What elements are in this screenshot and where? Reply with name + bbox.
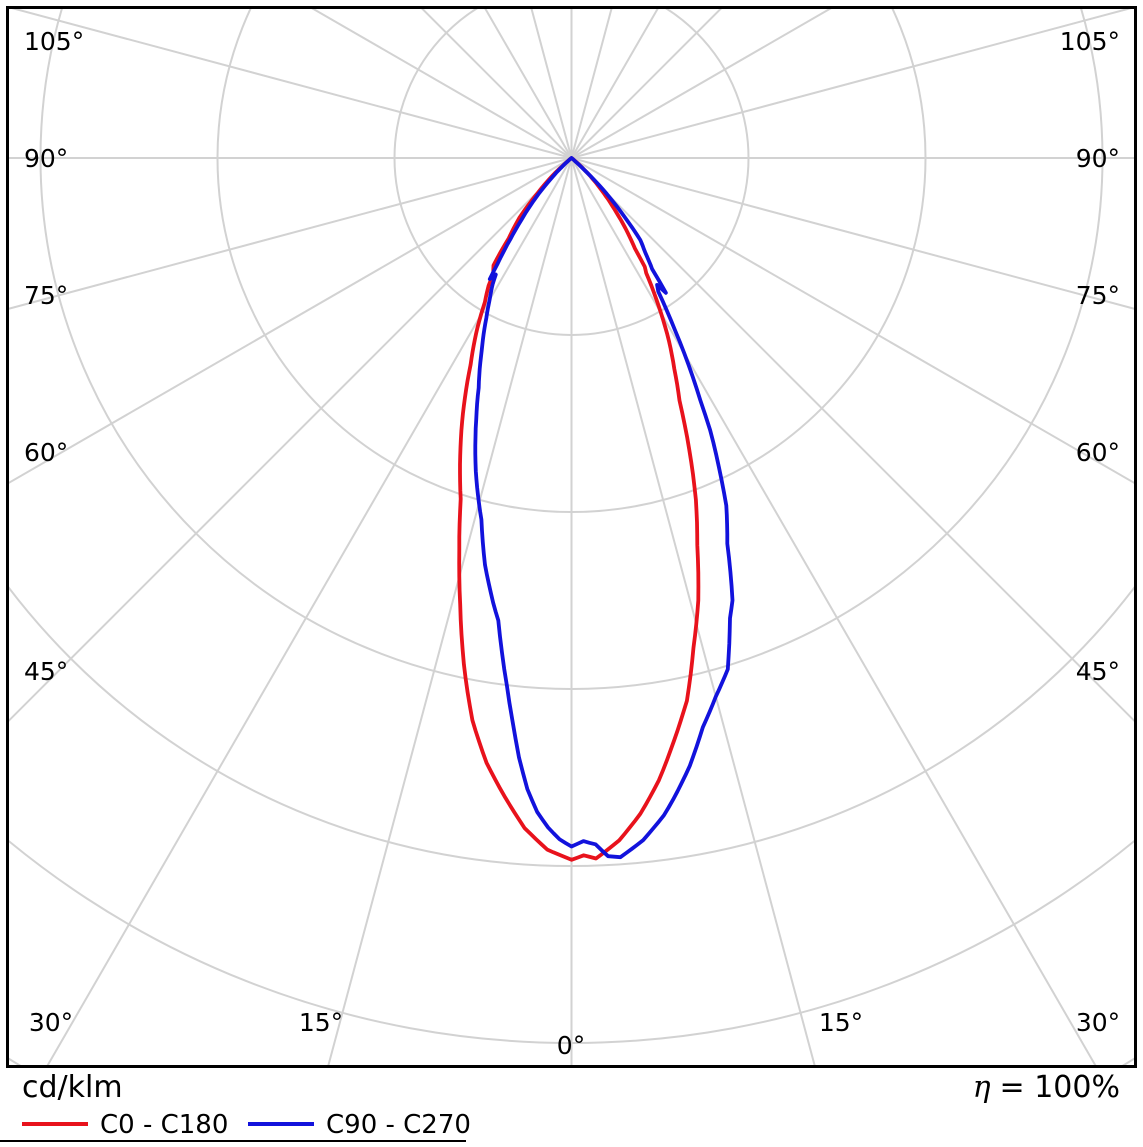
efficiency-label: η = 100% — [973, 1070, 1120, 1105]
angle-label: 15° — [299, 1008, 343, 1037]
grid-spoke — [235, 0, 571, 158]
grid-spoke — [572, 158, 1143, 1077]
angle-label: 60° — [24, 438, 68, 467]
grid-spoke — [572, 158, 1143, 808]
grid-spoke — [572, 0, 908, 158]
angle-label: 75° — [24, 281, 68, 310]
legend-label-c0-c180: C0 - C180 — [100, 1110, 228, 1140]
angle-label: 105° — [24, 27, 84, 56]
eta-value: = 100% — [1000, 1070, 1120, 1105]
grid-spoke — [0, 158, 572, 808]
angle-label: 45° — [24, 657, 68, 686]
grid-spoke — [0, 0, 572, 158]
angle-label: 90° — [24, 144, 68, 173]
angle-label: 30° — [1076, 1008, 1120, 1037]
angle-label: 45° — [1076, 657, 1120, 686]
distribution-curves — [459, 158, 732, 860]
angle-label: 105° — [1060, 27, 1120, 56]
angle-label: 75° — [1076, 281, 1120, 310]
angle-label: 60° — [1076, 438, 1120, 467]
grid-spoke — [572, 0, 1143, 158]
legend-label-c90-c270: C90 - C270 — [326, 1110, 471, 1140]
angle-label: 90° — [1076, 144, 1120, 173]
angle-label: 0° — [557, 1031, 585, 1060]
angle-label: 30° — [29, 1008, 73, 1037]
units-label: cd/klm — [22, 1070, 123, 1105]
eta-symbol: η — [973, 1070, 991, 1105]
angle-label: 15° — [819, 1008, 863, 1037]
curve-c0-c180 — [459, 158, 698, 860]
